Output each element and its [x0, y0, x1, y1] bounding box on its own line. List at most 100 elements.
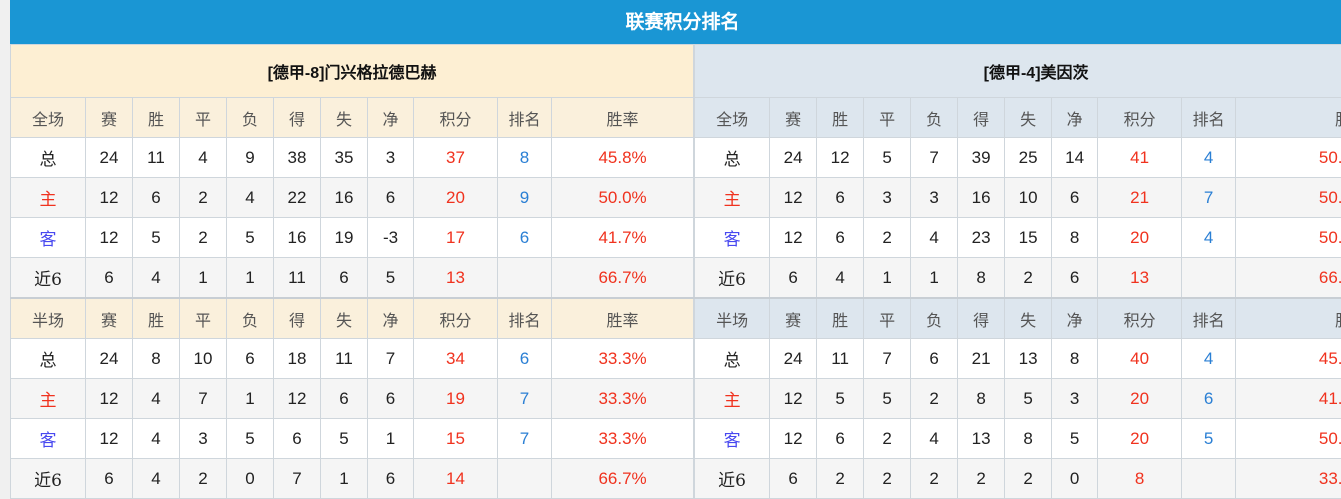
stat-cell: 25 [1004, 137, 1053, 178]
stat-cell: 7 [179, 378, 227, 419]
points-cell: 37 [413, 137, 498, 178]
rank-cell [1181, 257, 1237, 299]
stat-cell: 38 [273, 137, 321, 178]
stat-cell: 2 [863, 217, 912, 258]
stat-cell: 1 [179, 257, 227, 299]
stat-cell: 7 [273, 458, 321, 499]
rank-cell: 7 [497, 418, 552, 459]
points-cell: 20 [1097, 418, 1183, 459]
row-label: 近6 [10, 257, 86, 299]
row-label: 主 [10, 177, 86, 218]
rank-cell: 4 [1181, 217, 1237, 258]
stat-cell: 39 [957, 137, 1006, 178]
points-cell: 13 [1097, 257, 1183, 299]
points-cell: 8 [1097, 458, 1183, 499]
stat-cell: 9 [226, 137, 274, 178]
column-header: 积分 [1097, 97, 1183, 138]
stat-cell: 6 [367, 378, 414, 419]
stat-cell: 4 [226, 177, 274, 218]
rank-cell: 6 [497, 338, 552, 379]
rank-cell: 4 [1181, 338, 1237, 379]
win-rate-cell: 33.3% [550, 418, 695, 459]
standings-tables: [德甲-8]门兴格拉德巴赫 全场赛胜平负得失净积分 排名 胜率总 24 11 4 9 38 35 3… [9, 44, 1341, 499]
win-rate-cell: 45.8% [550, 137, 695, 178]
table-row: 近6 6 4 1 1 11 6 5 13 66.7% [10, 257, 695, 299]
column-header: 胜 [132, 97, 180, 138]
stat-cell: 5 [226, 217, 274, 258]
stat-cell: 1 [320, 458, 368, 499]
stat-cell: 11 [273, 257, 321, 299]
stat-cell: 7 [910, 137, 959, 178]
column-header: 赛 [85, 97, 133, 138]
column-header: 积分 [413, 97, 498, 138]
stat-cell: 12 [769, 418, 818, 459]
stat-cell: 11 [320, 338, 368, 379]
points-cell: 20 [413, 177, 498, 218]
column-header: 平 [179, 97, 227, 138]
team-name[interactable]: [德甲-8]门兴格拉德巴赫 [9, 44, 695, 98]
table-row: 主 12 6 2 4 22 16 6 20 9 50.0% [10, 177, 695, 218]
row-label: 客 [694, 217, 771, 258]
stat-cell: 6 [320, 257, 368, 299]
stat-cell: 6 [816, 418, 865, 459]
win-rate-cell: 50.0% [550, 177, 695, 218]
column-header: 排名 [1181, 297, 1237, 339]
column-header: 失 [1004, 97, 1053, 138]
column-header: 失 [320, 297, 368, 339]
row-label: 主 [694, 378, 771, 419]
column-header: 胜率 [550, 297, 695, 339]
stat-cell: 24 [769, 338, 818, 379]
row-label: 主 [694, 177, 771, 218]
column-header: 排名 [497, 297, 552, 339]
stat-cell: 18 [273, 338, 321, 379]
column-header: 赛 [769, 297, 818, 339]
stat-cell: 7 [863, 338, 912, 379]
stat-cell: 1 [863, 257, 912, 299]
stat-cell: 6 [1051, 177, 1099, 218]
stat-cell: 2 [816, 458, 865, 499]
stat-cell: 5 [1004, 378, 1053, 419]
stat-cell: 22 [273, 177, 321, 218]
column-header: 负 [910, 97, 959, 138]
stat-cell: 5 [863, 378, 912, 419]
stat-cell: 8 [132, 338, 180, 379]
stat-cell: 2 [910, 378, 959, 419]
win-rate-cell: 50.0% [1235, 177, 1341, 218]
stat-cell: 6 [910, 338, 959, 379]
rank-cell [497, 257, 552, 299]
stat-cell: 3 [1051, 378, 1099, 419]
row-label: 近6 [694, 257, 771, 299]
stat-cell: 1 [226, 257, 274, 299]
column-header: 全场 [10, 97, 86, 138]
points-cell: 21 [1097, 177, 1183, 218]
row-label: 总 [694, 137, 771, 178]
stat-cell: 12 [85, 418, 133, 459]
stat-cell: 3 [863, 177, 912, 218]
stat-cell: 4 [132, 378, 180, 419]
rank-cell [497, 458, 552, 499]
stat-cell: 12 [273, 378, 321, 419]
stat-cell: 12 [769, 217, 818, 258]
rank-cell [1181, 458, 1237, 499]
column-header: 净 [1051, 297, 1099, 339]
stat-cell: 16 [273, 217, 321, 258]
column-header: 半场 [694, 297, 771, 339]
points-cell: 13 [413, 257, 498, 299]
stat-cell: 6 [226, 338, 274, 379]
column-header: 胜率 [550, 97, 695, 138]
stat-cell: 14 [1051, 137, 1099, 178]
stat-cell: 3 [367, 137, 414, 178]
table-row: 总 24 8 10 6 18 11 7 34 6 33.3% [10, 338, 695, 379]
rank-cell: 7 [497, 378, 552, 419]
team-name[interactable]: [德甲-4]美因茨 [694, 44, 1341, 98]
stat-cell: 8 [1004, 418, 1053, 459]
stat-cell: 35 [320, 137, 368, 178]
stat-cell: 13 [1004, 338, 1053, 379]
stat-cell: 10 [1004, 177, 1053, 218]
win-rate-cell: 33.3% [550, 378, 695, 419]
stat-cell: 5 [816, 378, 865, 419]
points-cell: 17 [413, 217, 498, 258]
